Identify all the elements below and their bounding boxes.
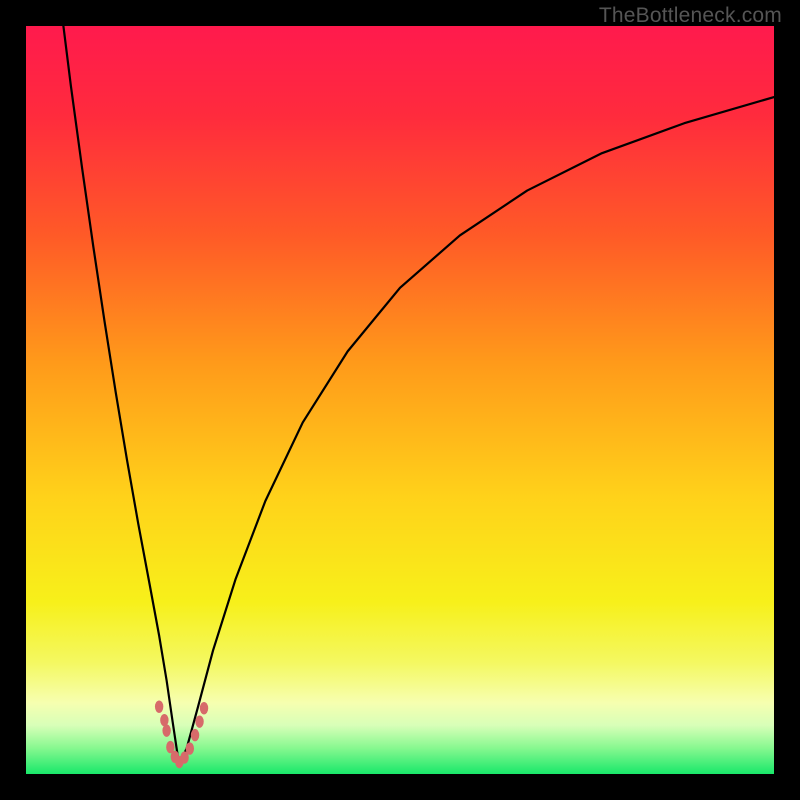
curve-marker <box>191 729 199 741</box>
gradient-panel <box>26 26 774 774</box>
curve-marker <box>160 714 168 726</box>
watermark-text: TheBottleneck.com <box>599 4 782 28</box>
chart-frame: TheBottleneck.com <box>0 0 800 800</box>
curve-marker <box>162 724 170 736</box>
plot-area <box>0 0 800 800</box>
curve-marker <box>200 702 208 714</box>
bottleneck-curve-chart <box>0 0 800 800</box>
curve-marker <box>155 700 163 712</box>
curve-marker <box>195 715 203 727</box>
curve-marker <box>186 742 194 754</box>
